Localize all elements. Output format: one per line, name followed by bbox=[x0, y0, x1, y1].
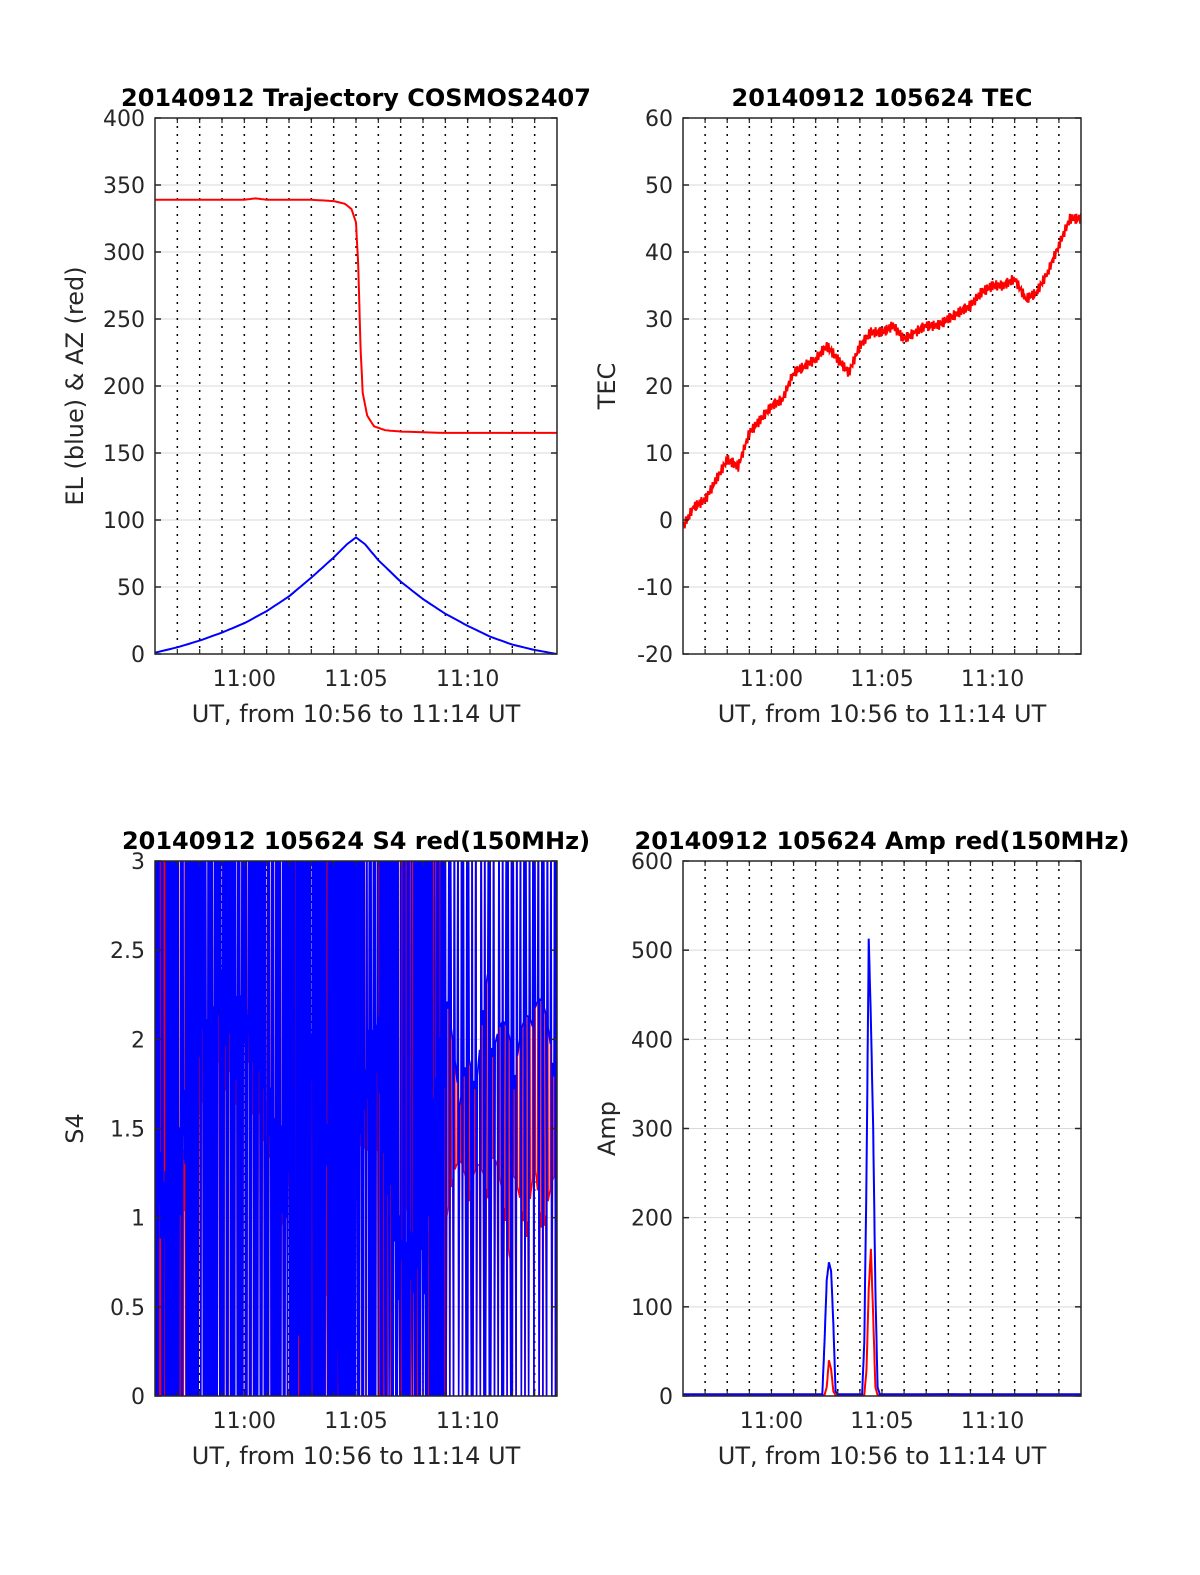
y-tick-label: -20 bbox=[637, 643, 673, 668]
x-axis-label: UT, from 10:56 to 11:14 UT bbox=[192, 1442, 521, 1470]
y-tick-label: 40 bbox=[645, 241, 673, 266]
amp-blue-line bbox=[683, 938, 1081, 1396]
y-tick-label: 200 bbox=[103, 375, 145, 400]
y-tick-label: 100 bbox=[103, 509, 145, 534]
x-tick-label: 11:00 bbox=[213, 1409, 276, 1434]
y-axis-label: Amp bbox=[593, 1101, 621, 1156]
y-tick-label: 60 bbox=[645, 107, 673, 132]
x-tick-label: 11:05 bbox=[850, 667, 913, 692]
y-tick-label: 0 bbox=[131, 1385, 145, 1410]
y-tick-label: 200 bbox=[631, 1207, 673, 1232]
el-line bbox=[155, 536, 557, 654]
tec-line bbox=[683, 213, 1081, 529]
y-tick-label: -10 bbox=[637, 576, 673, 601]
y-tick-label: 0 bbox=[131, 643, 145, 668]
y-tick-label: 2 bbox=[131, 1028, 145, 1053]
y-tick-label: 0 bbox=[659, 1385, 673, 1410]
y-tick-label: 1.5 bbox=[110, 1118, 145, 1143]
x-tick-label: 11:05 bbox=[324, 1409, 387, 1434]
series-group bbox=[683, 213, 1081, 529]
tec-panel: -20 -10 0 10 20 30 40 50 60 11:00 11:05 11:10 201409… bbox=[593, 84, 1082, 728]
x-tick-label: 11:00 bbox=[740, 667, 803, 692]
y-tick-label: 500 bbox=[631, 939, 673, 964]
y-tick-label: 3 bbox=[131, 850, 145, 875]
y-tick-label: 50 bbox=[645, 174, 673, 199]
y-tick-label: 300 bbox=[103, 241, 145, 266]
series-group bbox=[683, 938, 1081, 1396]
y-tick-label: 20 bbox=[645, 375, 673, 400]
x-axis-label: UT, from 10:56 to 11:14 UT bbox=[718, 1442, 1047, 1470]
chart-title: 20140912 105624 S4 red(150MHz) bbox=[122, 827, 590, 855]
chart-title: 20140912 105624 TEC bbox=[732, 84, 1033, 112]
traj-panel: 0 50 100 150 200 250 300 350 400 11:00 11:05 11:10 2… bbox=[61, 84, 591, 728]
y-tick-label: 400 bbox=[631, 1028, 673, 1053]
x-tick-label: 11:05 bbox=[850, 1409, 913, 1434]
y-tick-label: 2.5 bbox=[110, 939, 145, 964]
amp-panel: 0 100 200 300 400 500 600 11:00 11:05 11:10 201409… bbox=[593, 827, 1129, 1470]
x-axis-label: UT, from 10:56 to 11:14 UT bbox=[718, 700, 1047, 728]
y-tick-label: 10 bbox=[645, 442, 673, 467]
y-axis-label: S4 bbox=[61, 1113, 89, 1144]
y-axis-label: EL (blue) & AZ (red) bbox=[61, 266, 89, 505]
y-tick-label: 1 bbox=[131, 1207, 145, 1232]
y-tick-label: 400 bbox=[103, 107, 145, 132]
y-axis-label: TEC bbox=[593, 363, 621, 411]
y-tick-label: 300 bbox=[631, 1118, 673, 1143]
y-tick-label: 0.5 bbox=[110, 1296, 145, 1321]
chart-title: 20140912 Trajectory COSMOS2407 bbox=[121, 84, 591, 112]
s4-panel: 0 0.5 1 1.5 2 2.5 3 11:00 11:05 11:10 20140912 105… bbox=[61, 827, 590, 1470]
x-tick-label: 11:10 bbox=[436, 1409, 499, 1434]
y-tick-label: 50 bbox=[117, 576, 145, 601]
x-tick-label: 11:00 bbox=[740, 1409, 803, 1434]
x-tick-label: 11:10 bbox=[961, 667, 1024, 692]
x-tick-label: 11:05 bbox=[324, 667, 387, 692]
y-tick-label: 0 bbox=[659, 509, 673, 534]
y-tick-label: 30 bbox=[645, 308, 673, 333]
y-tick-label: 350 bbox=[103, 174, 145, 199]
x-tick-label: 11:10 bbox=[436, 667, 499, 692]
y-tick-label: 150 bbox=[103, 442, 145, 467]
y-tick-label: 100 bbox=[631, 1296, 673, 1321]
x-axis-label: UT, from 10:56 to 11:14 UT bbox=[192, 700, 521, 728]
y-tick-label: 600 bbox=[631, 850, 673, 875]
series-group bbox=[155, 861, 557, 1396]
x-tick-label: 11:10 bbox=[961, 1409, 1024, 1434]
x-tick-label: 11:00 bbox=[213, 667, 276, 692]
series-group bbox=[155, 197, 557, 654]
az-line bbox=[155, 197, 557, 434]
y-tick-label: 250 bbox=[103, 308, 145, 333]
s4-blue-line bbox=[155, 861, 557, 1396]
chart-title: 20140912 105624 Amp red(150MHz) bbox=[635, 827, 1130, 855]
